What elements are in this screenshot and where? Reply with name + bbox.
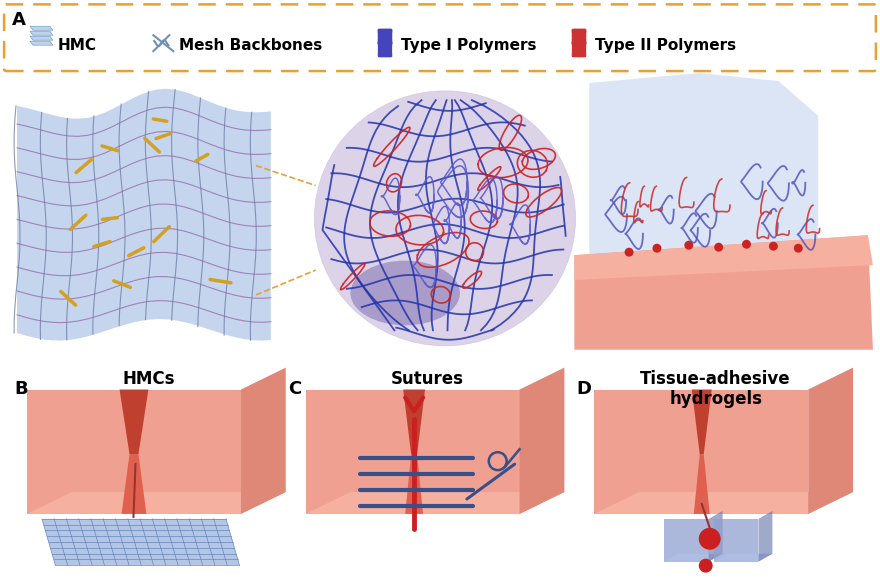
Polygon shape [808,368,853,514]
Text: Type I Polymers: Type I Polymers [401,38,537,53]
Polygon shape [692,390,712,454]
Polygon shape [575,235,873,350]
Polygon shape [714,519,759,562]
Polygon shape [42,519,239,565]
Text: Mesh Backbones: Mesh Backbones [180,38,322,53]
Polygon shape [594,492,853,514]
Text: B: B [14,380,27,398]
Polygon shape [121,454,146,514]
Polygon shape [30,31,53,35]
Polygon shape [241,368,286,514]
Polygon shape [120,390,149,454]
Ellipse shape [350,261,460,325]
Circle shape [769,242,778,251]
Polygon shape [575,235,873,280]
Polygon shape [403,390,425,454]
Polygon shape [405,454,423,514]
Circle shape [652,244,662,253]
Polygon shape [27,390,241,514]
Polygon shape [594,390,808,514]
Ellipse shape [314,91,576,346]
Text: Type II Polymers: Type II Polymers [595,38,737,53]
Polygon shape [714,554,773,562]
Polygon shape [30,41,53,45]
Polygon shape [664,519,708,562]
Text: Tissue-adhesive
hydrogels: Tissue-adhesive hydrogels [641,369,791,409]
Circle shape [685,240,693,250]
Text: HMCs: HMCs [122,369,174,388]
Polygon shape [305,492,564,514]
Polygon shape [17,89,271,340]
Polygon shape [759,511,773,562]
Polygon shape [30,26,53,30]
Polygon shape [305,390,519,514]
Text: Sutures: Sutures [391,369,464,388]
Text: D: D [576,380,591,398]
Circle shape [742,240,751,249]
Circle shape [699,559,713,573]
Polygon shape [30,36,53,40]
Circle shape [794,244,803,253]
Polygon shape [664,554,722,562]
Polygon shape [590,73,818,305]
Text: HMC: HMC [58,38,97,53]
Polygon shape [708,511,722,562]
Circle shape [715,243,723,251]
Polygon shape [27,492,286,514]
Text: A: A [12,12,26,29]
Polygon shape [519,368,564,514]
Circle shape [625,248,634,257]
Polygon shape [693,454,709,514]
Text: C: C [288,380,301,398]
Circle shape [699,528,721,550]
